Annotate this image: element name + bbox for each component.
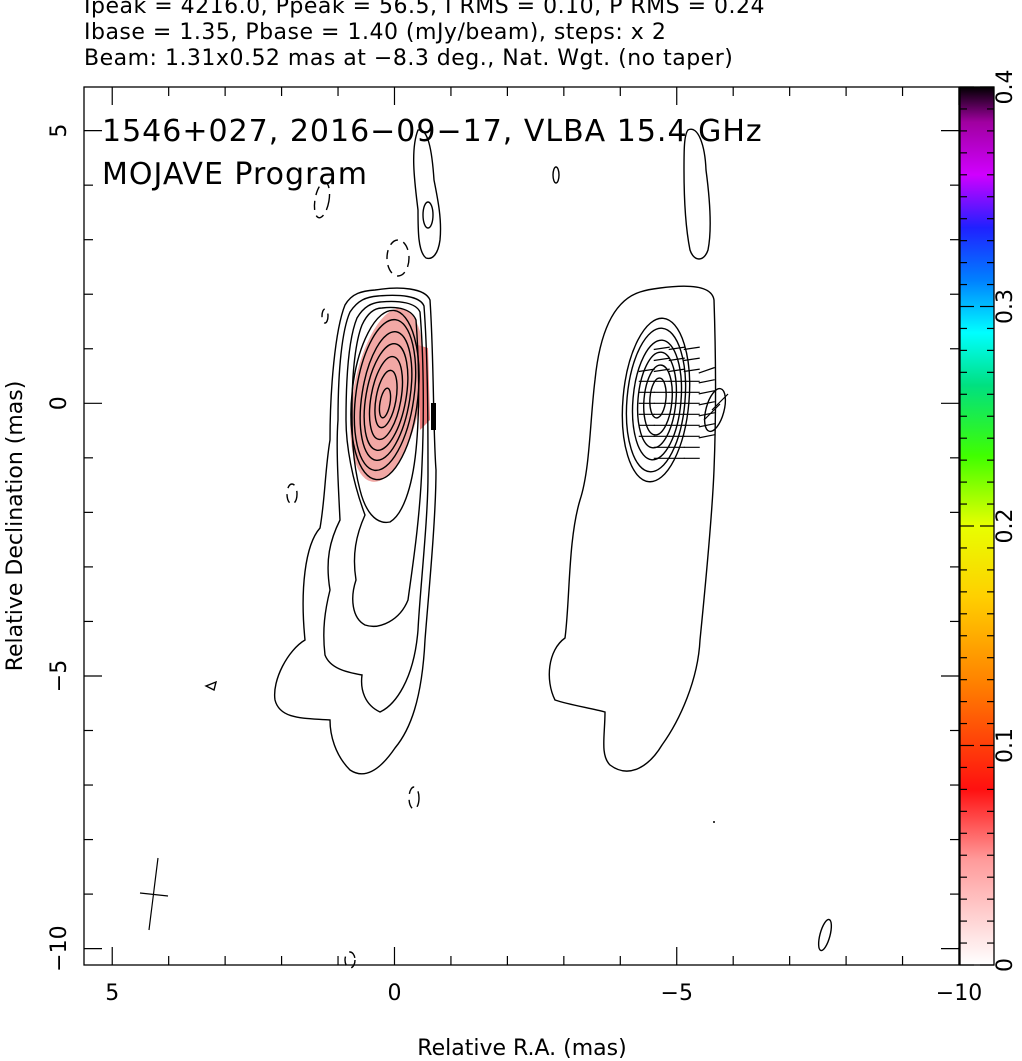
evpa-tick (668, 346, 685, 351)
p-contour-6 (649, 377, 667, 419)
i-contour-1 (273, 287, 437, 775)
p-dot (713, 821, 715, 823)
program-annotation: MOJAVE Program (102, 157, 368, 192)
i-contour-3 (345, 300, 425, 627)
x-tick-label: 0 (387, 981, 401, 1006)
evpa-tick (683, 346, 700, 351)
evpa-tick (698, 401, 715, 406)
x-tick-label: −10 (936, 981, 982, 1006)
evpa-tick (703, 403, 721, 421)
evpa-vectors (638, 346, 729, 459)
evpa-tick (638, 368, 655, 373)
neg-contour-4 (286, 483, 298, 505)
p-contour-small-2 (817, 918, 833, 952)
header-line-1: Ipeak = 4216.0, Ppeak = 56.5, I RMS = 0.… (84, 0, 765, 19)
evpa-tick (698, 390, 715, 395)
evpa-tick (711, 393, 729, 411)
source-annotation: 1546+027, 2016−09−17, VLBA 15.4 GHz (102, 114, 763, 149)
small-contour-1 (204, 680, 218, 692)
p-contour-5 (643, 364, 673, 436)
evpa-tick (683, 357, 700, 362)
p-contour-north (683, 128, 711, 260)
beam-major-axis (148, 857, 159, 931)
y-ticks (84, 130, 959, 950)
evpa-tick (698, 379, 715, 384)
neg-contour-3 (321, 308, 329, 324)
header-line-3: Beam: 1.31x0.52 mas at −8.3 deg., Nat. W… (84, 46, 734, 71)
y-tick-label: −5 (47, 660, 72, 692)
neg-contour-2 (386, 239, 410, 277)
i-contour-9 (368, 355, 404, 441)
colorbar-tick-labels: 0 0.1 0.2 0.3 0.4 (993, 70, 1018, 973)
colorbar-tick-label: 0.2 (993, 509, 1018, 544)
evpa-tick (698, 423, 715, 428)
i-contour-11 (378, 387, 392, 419)
i-contour-8 (363, 343, 409, 451)
i-contour-north-inner (422, 201, 434, 229)
colorbar-tick-label: 0.3 (993, 289, 1018, 324)
evpa-tick (653, 368, 670, 373)
plot-frame (83, 86, 960, 966)
p-contour-east (703, 387, 727, 433)
evpa-tick (653, 357, 670, 362)
header-line-2: Ibase = 1.35, Pbase = 1.40 (mJy/beam), s… (84, 20, 667, 45)
evpa-tick (698, 412, 715, 417)
i-contour-2 (323, 294, 429, 713)
x-tick-label: −5 (661, 981, 693, 1006)
evpa-tick (668, 357, 685, 362)
evpa-tick (698, 434, 715, 439)
x-axis-label: Relative R.A. (mas) (417, 1036, 626, 1061)
colorbar-ticks (960, 86, 994, 966)
colorbar-tick-label: 0.4 (993, 70, 1018, 105)
neg-contour-5 (408, 786, 420, 810)
colorbar-tick-label: 0.1 (993, 728, 1018, 763)
y-tick-labels: 5 0 −5 −10 (47, 124, 72, 972)
polarization-panel (548, 128, 833, 952)
x-tick-label: 5 (105, 981, 119, 1006)
p-contour-3 (631, 339, 683, 461)
fractional-pol-region (350, 308, 424, 482)
evpa-tick (683, 368, 700, 373)
colorbar-tick-label: 0 (993, 958, 1018, 972)
x-tick-labels: 5 0 −5 −10 (105, 981, 982, 1006)
i-contour-4 (351, 306, 420, 524)
evpa-tick (698, 366, 715, 374)
neg-contour-1 (313, 181, 331, 219)
y-tick-label: 0 (47, 396, 72, 410)
i-contour-north (412, 129, 442, 260)
stokes-i-panel (139, 129, 442, 969)
p-contour-4 (636, 351, 678, 449)
evpa-tick (668, 368, 685, 373)
p-contour-small-1 (552, 166, 560, 184)
i-contour-6 (353, 318, 417, 472)
y-tick-label: 5 (47, 124, 72, 138)
i-contour-7 (359, 330, 413, 462)
y-tick-label: −10 (47, 925, 72, 971)
neg-contour-6 (344, 951, 356, 969)
evpa-tick (653, 346, 670, 351)
i-contour-10 (374, 369, 398, 429)
p-contour-2 (625, 327, 687, 473)
y-axis-label: Relative Declination (mas) (3, 381, 28, 672)
x-ticks (111, 87, 960, 965)
i-contour-5 (350, 309, 420, 481)
p-contour-outer (548, 285, 717, 772)
